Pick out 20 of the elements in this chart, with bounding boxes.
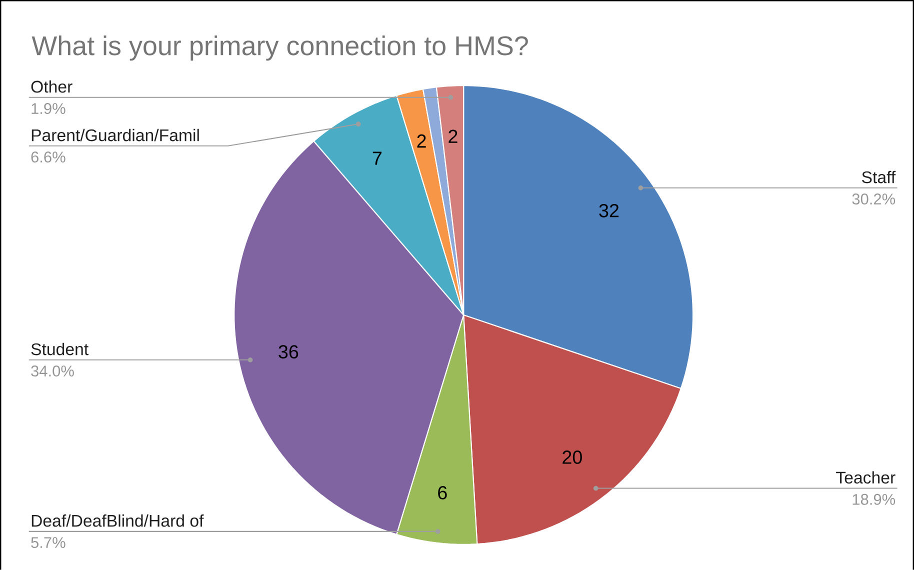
chart-title: What is your primary connection to HMS? bbox=[32, 35, 528, 61]
slice-label: Deaf/DeafBlind/Hard of bbox=[32, 514, 204, 527]
text: 1.9% bbox=[32, 102, 66, 114]
text: 30.2% bbox=[852, 193, 896, 204]
slice-label: Parent/Guardian/Famil bbox=[32, 128, 199, 142]
data-label: 20 bbox=[562, 450, 582, 464]
data-label: 2 bbox=[417, 134, 426, 148]
data-label: 7 bbox=[372, 152, 382, 165]
text: 5.7% bbox=[31, 536, 66, 548]
slice-label: Teacher bbox=[836, 471, 896, 484]
text: 6.6% bbox=[31, 151, 66, 162]
slice-label: Staff bbox=[862, 170, 896, 184]
text: 34.0% bbox=[31, 365, 74, 376]
data-label: 2 bbox=[448, 130, 458, 143]
data-label: 36 bbox=[278, 344, 298, 358]
text: 18.9% bbox=[852, 494, 896, 505]
slice-label: Other bbox=[31, 80, 72, 93]
slice-label: Student bbox=[31, 342, 88, 356]
data-label: 6 bbox=[438, 486, 447, 500]
data-label: 32 bbox=[599, 204, 619, 218]
